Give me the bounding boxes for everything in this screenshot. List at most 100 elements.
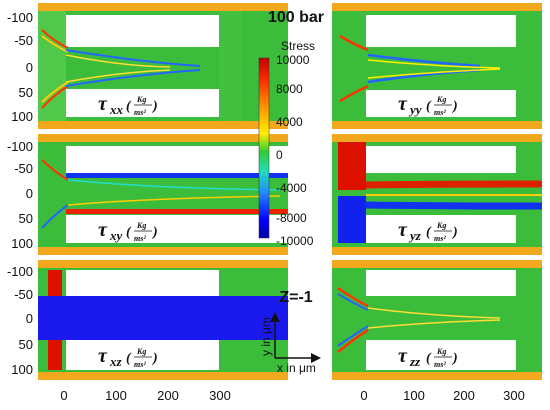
label-tau-zz: τ zz ( Kg ms² ) bbox=[398, 345, 458, 369]
tau-subscript: xz bbox=[109, 354, 123, 369]
y-tick: -100 bbox=[7, 264, 33, 279]
x-axis-hint: x in μm bbox=[277, 361, 316, 375]
x-tick: 300 bbox=[209, 388, 231, 403]
x-axis-left: 0 100 200 300 bbox=[60, 388, 230, 403]
y-tick: 0 bbox=[26, 60, 33, 75]
y-tick: 0 bbox=[26, 186, 33, 201]
band-blue bbox=[66, 173, 288, 178]
obstacle-bottom bbox=[366, 215, 516, 243]
wall-top bbox=[332, 260, 542, 268]
obstacle-top bbox=[366, 270, 516, 296]
x-tick: 200 bbox=[157, 388, 179, 403]
frac-den: ms² bbox=[134, 108, 146, 117]
y-axis-left-bottom: -100 -50 0 50 100 bbox=[7, 264, 33, 377]
frac-den: ms² bbox=[434, 108, 446, 117]
y-axis-left-top: -100 -50 0 50 100 bbox=[7, 10, 33, 124]
paren-open: ( bbox=[126, 99, 132, 114]
panel-tau-yy bbox=[332, 3, 542, 129]
paren-close: ) bbox=[451, 351, 458, 366]
tau-symbol: τ bbox=[398, 93, 408, 115]
paren-close: ) bbox=[451, 99, 458, 114]
colorbar-tick: -10000 bbox=[276, 234, 314, 248]
panel-tau-xy bbox=[38, 134, 288, 255]
frac-den: ms² bbox=[134, 360, 146, 369]
y-tick: 50 bbox=[19, 211, 33, 226]
x-tick: 300 bbox=[503, 388, 525, 403]
tau-symbol: τ bbox=[98, 93, 108, 115]
figure-title: 100 bar bbox=[268, 9, 324, 26]
y-tick: -50 bbox=[14, 33, 33, 48]
paren-open: ( bbox=[426, 225, 432, 240]
axes-hint: y in μm x in μm bbox=[259, 312, 321, 375]
inlet-blue bbox=[338, 196, 366, 243]
y-tick: -50 bbox=[14, 161, 33, 176]
x-tick: 100 bbox=[403, 388, 425, 403]
frac-num: Kg bbox=[436, 347, 446, 356]
tau-symbol: τ bbox=[98, 219, 108, 241]
paren-open: ( bbox=[426, 99, 432, 114]
frac-den: ms² bbox=[434, 234, 446, 243]
frac-num: Kg bbox=[136, 347, 146, 356]
y-tick: -100 bbox=[7, 10, 33, 25]
wall-bottom bbox=[332, 372, 542, 380]
label-tau-yy: τ yy ( Kg ms² ) bbox=[398, 93, 458, 117]
panel-tau-xz bbox=[38, 260, 288, 380]
z-label: Z=-1 bbox=[279, 289, 312, 306]
colorbar-tick: 8000 bbox=[276, 82, 303, 96]
y-tick: 100 bbox=[11, 362, 33, 377]
wall-bottom bbox=[38, 121, 288, 129]
y-tick: -100 bbox=[7, 139, 33, 154]
colorbar-tick: 4000 bbox=[276, 115, 303, 129]
band-blue bbox=[38, 296, 288, 340]
tau-subscript: xy bbox=[109, 228, 123, 243]
outlet-strip bbox=[219, 11, 242, 121]
frac-num: Kg bbox=[136, 95, 146, 104]
obstacle-bottom bbox=[66, 89, 219, 117]
colorbar-tick: 0 bbox=[276, 148, 283, 162]
tau-subscript: yy bbox=[408, 102, 422, 117]
frac-den: ms² bbox=[434, 360, 446, 369]
obstacle-bottom bbox=[366, 90, 516, 117]
label-tau-xz: τ xz ( Kg ms² ) bbox=[98, 345, 158, 369]
tau-symbol: τ bbox=[398, 219, 408, 241]
wall-top bbox=[332, 134, 542, 142]
y-tick: 100 bbox=[11, 109, 33, 124]
tau-subscript: zz bbox=[409, 354, 421, 369]
label-tau-yz: τ yz ( Kg ms² ) bbox=[398, 219, 458, 243]
colorbar-tick: -8000 bbox=[276, 211, 307, 225]
paren-open: ( bbox=[126, 351, 132, 366]
wall-bottom bbox=[38, 372, 288, 380]
obstacle-top bbox=[66, 15, 219, 47]
colorbar bbox=[258, 57, 270, 239]
x-tick: 0 bbox=[60, 388, 67, 403]
paren-close: ) bbox=[151, 99, 158, 114]
colorbar-tick: 10000 bbox=[276, 53, 310, 67]
obstacle-bottom bbox=[66, 340, 219, 370]
paren-open: ( bbox=[426, 351, 432, 366]
panel-tau-xx bbox=[38, 3, 288, 129]
inlet-strip bbox=[38, 11, 66, 121]
y-arrowhead bbox=[270, 312, 280, 322]
y-axis-hint: y in μm bbox=[259, 317, 273, 356]
inlet-red-top bbox=[48, 270, 62, 296]
x-arrowhead bbox=[311, 353, 321, 363]
wall-top bbox=[38, 134, 288, 142]
x-tick: 200 bbox=[453, 388, 475, 403]
y-tick: 50 bbox=[19, 85, 33, 100]
tau-symbol: τ bbox=[398, 345, 408, 367]
obstacle-bottom bbox=[366, 340, 516, 370]
obstacle-bottom bbox=[66, 215, 288, 243]
frac-num: Kg bbox=[436, 95, 446, 104]
paren-close: ) bbox=[451, 225, 458, 240]
paren-open: ( bbox=[126, 225, 132, 240]
obstacle-top bbox=[66, 270, 219, 296]
panel-tau-zz bbox=[332, 260, 542, 380]
paren-close: ) bbox=[151, 225, 158, 240]
y-tick: 0 bbox=[26, 311, 33, 326]
paren-close: ) bbox=[151, 351, 158, 366]
colorbar-ticks: 10000 8000 4000 0 -4000 -8000 -10000 bbox=[276, 53, 314, 248]
label-tau-xx: τ xx ( Kg ms² ) bbox=[98, 93, 158, 117]
panel-tau-yz bbox=[332, 134, 543, 255]
wall-top bbox=[332, 3, 542, 11]
